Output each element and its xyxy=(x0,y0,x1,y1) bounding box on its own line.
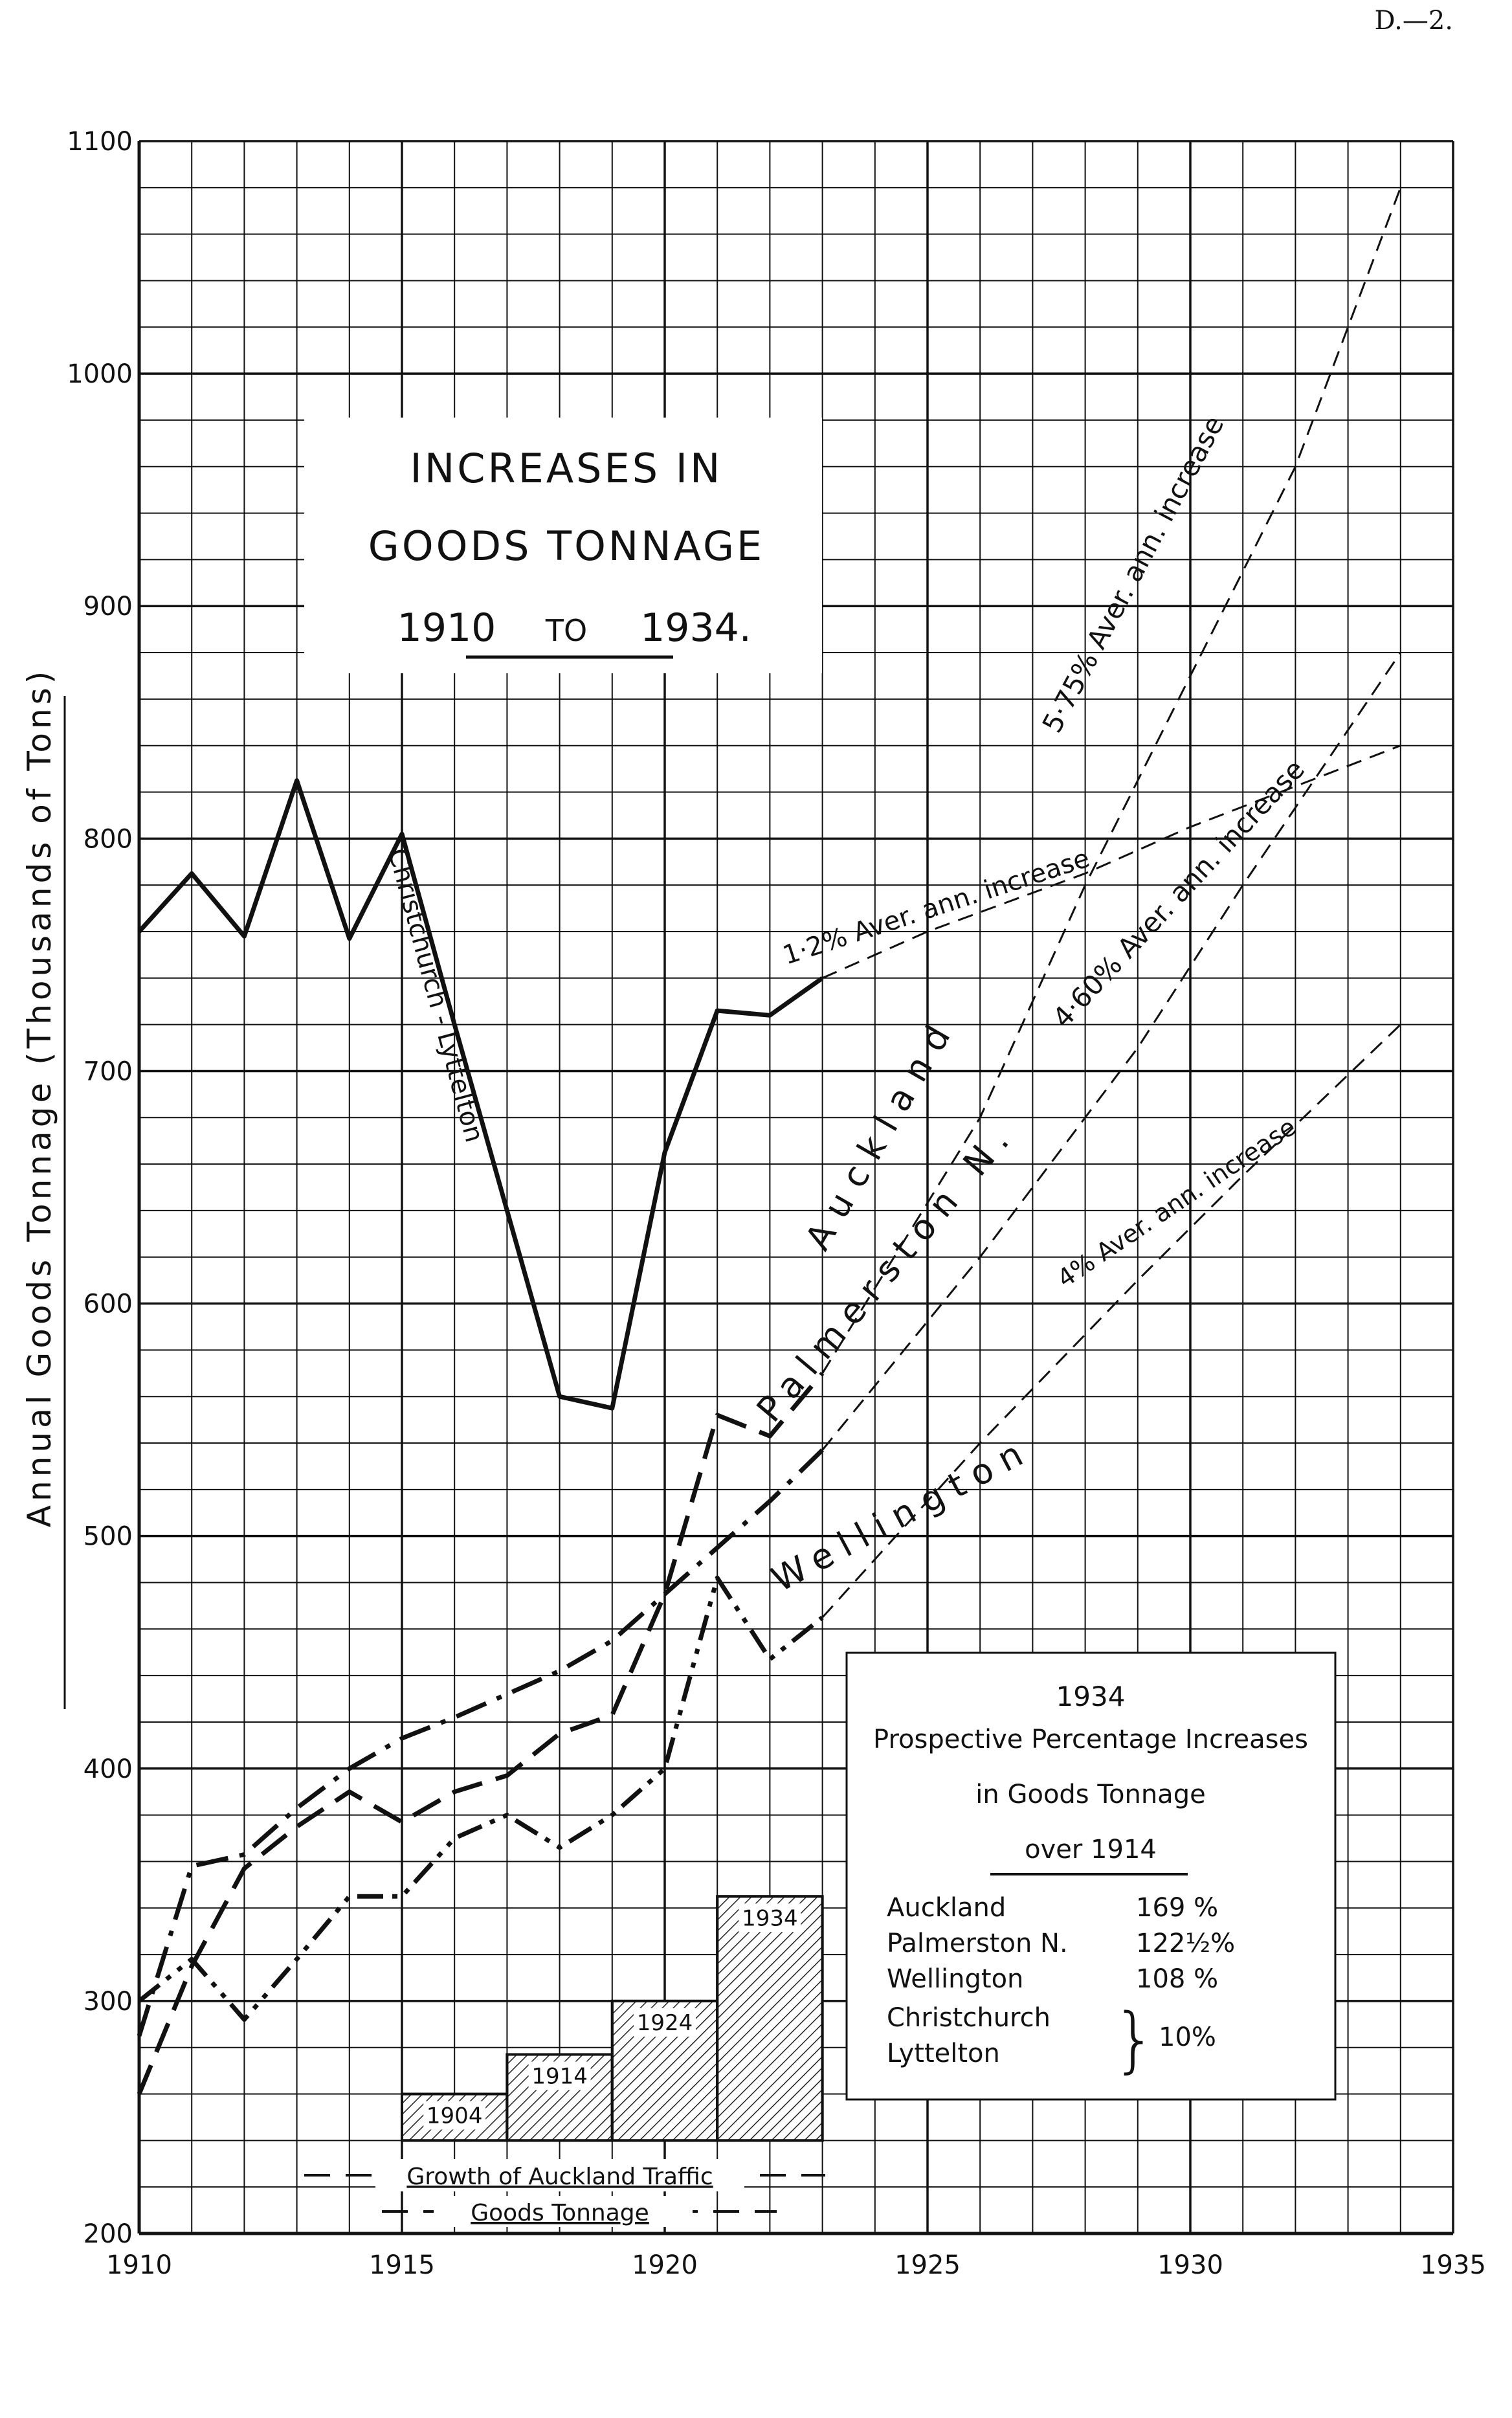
table-joint-value: 10% xyxy=(1159,2022,1216,2052)
series-projection xyxy=(821,744,1401,980)
inset-bar-label: 1934 xyxy=(742,1905,798,1931)
label-wellington: Wellington xyxy=(765,1429,1039,1600)
chart-title-line1: INCREASES IN xyxy=(410,445,723,492)
label-auckland-projection: 5·75% Aver. ann. increase xyxy=(1036,410,1230,738)
inset-bar-label-bg xyxy=(739,1903,801,1932)
table-row-2-value: 122½% xyxy=(1136,1929,1235,1958)
inset-bar-label-bg xyxy=(423,2101,486,2130)
inset-bar-label: 1914 xyxy=(531,2063,588,2089)
axes: 200 300 400 500 600 700 800 900 1000 1100 1910 1915… xyxy=(67,127,1486,2280)
table-row-3-name: Wellington xyxy=(887,1964,1023,1994)
y-tick-label: 1100 xyxy=(67,127,133,157)
x-tick-label: 1915 xyxy=(369,2250,435,2280)
label-wellington-projection: 4% Aver. ann. increase xyxy=(1052,1112,1300,1293)
label-palmerston-projection: 4·60% Aver. ann. increase xyxy=(1046,754,1311,1034)
series-projection xyxy=(821,187,1402,1374)
table-row-2-name: Palmerston N. xyxy=(887,1929,1068,1958)
title-box: INCREASES IN GOODS TONNAGE 1910 TO 1934. xyxy=(304,418,822,673)
x-tick-label: 1930 xyxy=(1157,2250,1223,2280)
page-reference: D.—2. xyxy=(1374,6,1453,36)
inset-title: Growth of Auckland Traffic xyxy=(406,2164,713,2190)
table-heading-year: 1934 xyxy=(1056,1681,1126,1712)
y-tick-label: 200 xyxy=(83,2219,133,2249)
table-heading-3: in Goods Tonnage xyxy=(975,1780,1205,1809)
table-row-1-name: Auckland xyxy=(887,1893,1006,1923)
chart-title-year-start: 1910 xyxy=(397,605,496,651)
inset-subtitle: Goods Tonnage xyxy=(471,2200,649,2226)
x-tick-label: 1910 xyxy=(106,2250,172,2280)
y-tick-label: 600 xyxy=(83,1290,133,1319)
inset-bar-label: 1904 xyxy=(427,2103,483,2129)
y-axis-title: Annual Goods Tonnage (Thousands of Tons) xyxy=(21,667,58,1527)
inset-bar xyxy=(716,1895,824,2142)
y-tick-label: 500 xyxy=(83,1522,133,1552)
table-joint-name-1: Christchurch xyxy=(887,2003,1051,2033)
x-tick-label: 1925 xyxy=(895,2250,961,2280)
y-tick-label: 900 xyxy=(83,592,133,621)
table-row-3-value: 108 % xyxy=(1136,1964,1218,1994)
inset-bar-label-bg xyxy=(528,2061,591,2090)
inset-bar-label: 1924 xyxy=(637,2010,693,2036)
inset-bar-label-bg xyxy=(634,2008,696,2037)
series-lines xyxy=(137,187,1402,2095)
table-heading-2: Prospective Percentage Increases xyxy=(873,1725,1308,1754)
chart-title-to: TO xyxy=(545,613,587,648)
inset-auckland-growth: 1904 1914 1924 1934 Growth of Auckland Traf… xyxy=(304,1895,825,2227)
series-line xyxy=(137,1372,825,2095)
label-christchurch: Christchurch - Lyttelton xyxy=(382,845,489,1146)
table-row-1-value: 169 % xyxy=(1136,1893,1218,1923)
series-projection xyxy=(821,1024,1401,1618)
y-tick-label: 1000 xyxy=(67,359,133,389)
table-joint-name-2: Lyttelton xyxy=(887,2039,1000,2068)
chart-title-line2: GOODS TONNAGE xyxy=(368,522,764,570)
series-line xyxy=(137,1448,825,2037)
label-christchurch-projection: 1·2% Aver. ann. increase xyxy=(779,844,1093,971)
y-tick-label: 300 xyxy=(83,1987,133,2017)
chart-title-year-end: 1934. xyxy=(640,605,751,651)
x-tick-label: 1920 xyxy=(632,2250,698,2280)
series-projection xyxy=(821,652,1402,1451)
table-heading-4: over 1914 xyxy=(1025,1835,1157,1864)
x-tick-label: 1935 xyxy=(1420,2250,1486,2280)
y-tick-label: 700 xyxy=(83,1057,133,1086)
series-line xyxy=(137,778,824,1411)
table-brace: } xyxy=(1112,1998,1157,2081)
series-line xyxy=(137,1575,824,2022)
y-tick-label: 400 xyxy=(83,1754,133,1784)
percentage-table: 1934 Prospective Percentage Increases in… xyxy=(845,1651,1337,2101)
y-tick-label: 800 xyxy=(83,824,133,854)
